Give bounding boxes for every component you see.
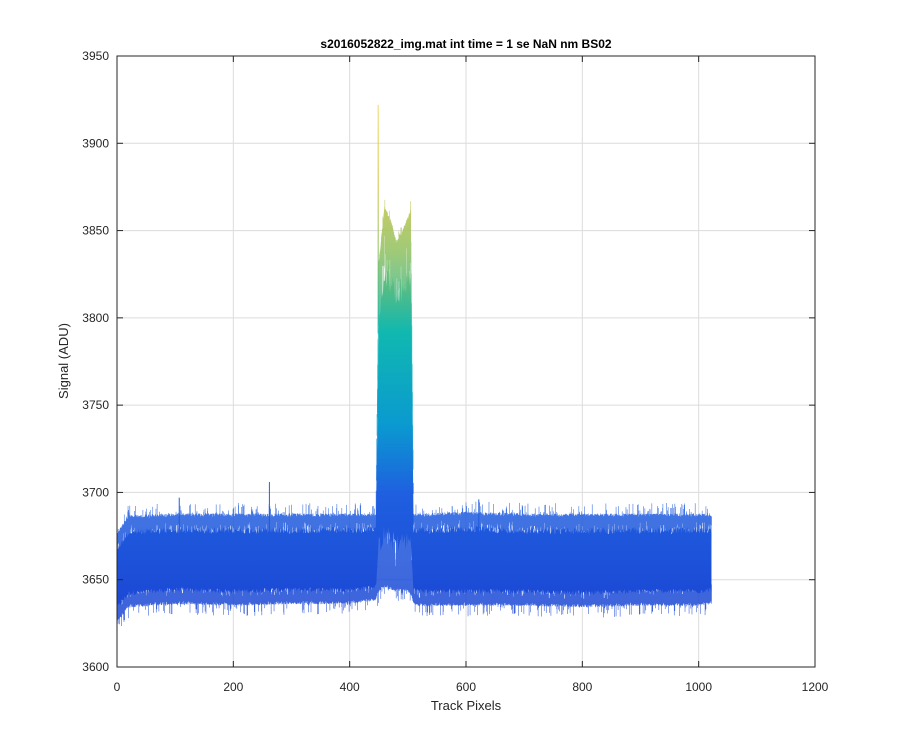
x-axis-label: Track Pixels [431,698,502,713]
x-tick-label: 600 [456,680,476,694]
x-tick-label: 1000 [685,680,712,694]
y-tick-label: 3800 [82,311,109,325]
y-tick-label: 3750 [82,398,109,412]
x-tick-label: 0 [114,680,121,694]
x-tick-labels: 0 200 400 600 800 1000 1200 [114,680,829,694]
x-tick-label: 400 [340,680,360,694]
y-tick-label: 3600 [82,660,109,674]
y-tick-label: 3650 [82,573,109,587]
y-tick-label: 3850 [82,224,109,238]
signal-noise [117,104,712,626]
x-tick-label: 1200 [802,680,829,694]
x-tick-label: 200 [223,680,243,694]
y-tick-label: 3700 [82,485,109,499]
x-tick-label: 800 [572,680,592,694]
signal-band [117,262,712,609]
y-tick-label: 3950 [82,49,109,63]
y-tick-labels: 3600 3650 3700 3750 3800 3850 3900 3950 [82,49,109,674]
y-axis-label: Signal (ADU) [56,323,71,399]
chart-title: s2016052822_img.mat int time = 1 se NaN … [320,37,611,51]
ticks [116,55,816,668]
noise-strands [117,199,712,626]
data-layer [117,104,712,626]
y-tick-label: 3900 [82,136,109,150]
